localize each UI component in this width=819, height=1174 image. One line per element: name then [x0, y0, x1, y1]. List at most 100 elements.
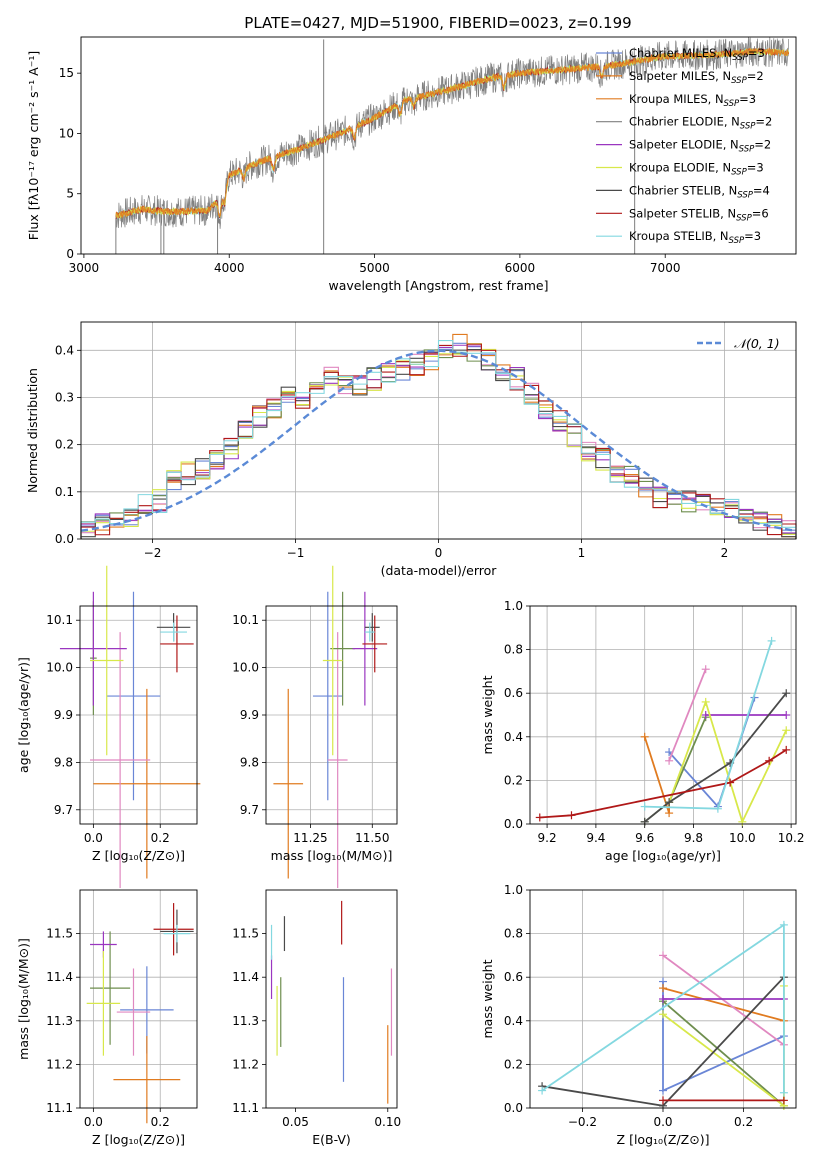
- errorbar-point: [364, 613, 380, 642]
- legend-label: Chabrier STELIB, N: [629, 183, 737, 197]
- weight-point-marker: [701, 697, 710, 706]
- weight-point-marker: [767, 636, 776, 645]
- legend-sub: SSP: [736, 213, 752, 223]
- y-tick-label: 10.0: [232, 661, 259, 675]
- x-tick-label: 5000: [359, 261, 390, 275]
- errorbar-point: [90, 565, 124, 756]
- panel-age-vs-mass: 11.25 11.50 9.7 9.8 9.9 10.0 10.1 mass [log₁₀(M…: [232, 565, 398, 888]
- y-tick-label: 0.6: [504, 686, 523, 700]
- x-tick-label: 11.50: [355, 831, 389, 845]
- x-tick-label: 0: [435, 546, 443, 560]
- y-tick-label: 9.8: [54, 755, 73, 769]
- axes-frame: [80, 36, 797, 255]
- x-tick-label: 9.8: [684, 831, 703, 845]
- errorbar-point: [90, 931, 131, 1045]
- errorbar-point: [93, 688, 201, 879]
- plot-area: [273, 565, 388, 888]
- y-axis-label: Normed distribution: [25, 368, 40, 493]
- plot-area: [270, 900, 393, 1104]
- x-tick-label: 0.10: [374, 1115, 401, 1129]
- legend-entry: Chabrier STELIB, NSSP=4: [629, 183, 770, 200]
- weight-series-line: [644, 640, 773, 810]
- weight-point-marker: [665, 798, 674, 807]
- y-tick-label: 0.8: [504, 643, 523, 657]
- x-axis-label: mass [log₁₀(M/M⊙)]: [271, 848, 393, 863]
- weight-point-marker: [538, 1086, 547, 1095]
- y-tick-label: 11.1: [232, 1101, 259, 1115]
- errorbar-point: [330, 591, 355, 706]
- errorbar-point: [59, 591, 127, 706]
- errorbar-point: [160, 622, 187, 642]
- panel-weight-vs-Z: −0.2 0.0 0.2 0.0 0.2 0.4 0.6 0.8 1.0 Z [log₁₀(Z/Z…: [480, 883, 797, 1147]
- y-axis-label: mass [log₁₀(M/M⊙)]: [16, 938, 31, 1060]
- legend-label: Salpeter ELODIE, N: [629, 138, 739, 152]
- errorbar-point: [160, 615, 194, 673]
- y-tick-label: 11.2: [232, 1057, 259, 1071]
- plot-area: [80, 333, 797, 539]
- x-tick-label: 11.25: [293, 831, 327, 845]
- errorbar-point: [153, 903, 194, 956]
- panel-residuals: −2 −1 0 1 2 0.0 0.1 0.2 0.3 0.4 (data-model)/error…: [25, 321, 797, 578]
- legend-label: Kroupa MILES, N: [629, 92, 724, 106]
- weight-point-marker: [659, 984, 667, 993]
- y-tick-label: 10: [59, 126, 74, 140]
- panel-mass-vs-EBV: 0.05 0.10 11.1 11.2 11.3 11.4 11.5 E(B-V): [232, 889, 401, 1147]
- errorbar-point: [352, 591, 378, 706]
- weight-point-marker: [640, 732, 649, 741]
- legend-entry: Kroupa STELIB, NSSP=3: [629, 229, 761, 246]
- x-axis-label: Z [log₁₀(Z/Z⊙)]: [92, 1132, 185, 1147]
- weight-point-marker: [765, 756, 774, 765]
- y-tick-label: 0.8: [504, 927, 523, 941]
- weight-point-marker: [713, 804, 722, 813]
- x-tick-label: −0.2: [568, 1115, 597, 1129]
- legend-sub: SSP: [732, 53, 748, 63]
- weight-series-line: [668, 699, 788, 825]
- errorbar-point: [273, 688, 304, 879]
- y-tick-label: 10.1: [232, 613, 259, 627]
- legend-entry: Salpeter MILES, NSSP=2: [629, 69, 764, 86]
- errorbar-point: [116, 968, 151, 1056]
- legend-sub: SSP: [731, 76, 747, 86]
- x-tick-label: 9.2: [538, 831, 557, 845]
- plot-area: [115, 37, 790, 254]
- legend-entry: Kroupa ELODIE, NSSP=3: [629, 161, 764, 178]
- legend-sub: SSP: [729, 236, 745, 246]
- weight-point-marker: [659, 995, 667, 1003]
- x-tick-label: 2: [721, 546, 729, 560]
- weight-point-marker: [701, 665, 710, 674]
- x-tick-label: 3000: [69, 261, 100, 275]
- y-tick-label: 10.0: [46, 661, 73, 675]
- y-tick-label: 9.7: [240, 803, 259, 817]
- legend-label: Kroupa STELIB, N: [629, 229, 729, 243]
- errorbar-point: [322, 565, 343, 756]
- weight-series-line: [668, 668, 707, 762]
- y-tick-label: 0.6: [504, 970, 523, 984]
- errorbar-point: [364, 622, 375, 642]
- axes-frame: [80, 321, 797, 540]
- legend-suffix: =2: [755, 115, 772, 129]
- legend-entry: Chabrier MILES, NSSP=3: [629, 46, 765, 63]
- legend-suffix: =3: [747, 161, 764, 175]
- y-tick-label: 11.5: [46, 927, 73, 941]
- weight-series-line: [662, 954, 785, 1046]
- weight-point-marker: [782, 726, 791, 735]
- y-tick-label: 0.4: [504, 730, 523, 744]
- y-tick-label: 0.4: [504, 1014, 523, 1028]
- x-tick-label: 0.2: [151, 831, 170, 845]
- legend-suffix: =6: [752, 206, 769, 220]
- x-tick-label: 0.2: [151, 1115, 170, 1129]
- x-tick-label: 4000: [214, 261, 245, 275]
- y-tick-label: 1.0: [504, 599, 523, 613]
- x-tick-label: 10.0: [729, 831, 756, 845]
- x-tick-label: 9.6: [635, 831, 654, 845]
- x-axis-label: age [log₁₀(age/yr)]: [605, 848, 721, 863]
- weight-point-marker: [659, 1010, 667, 1019]
- legend-suffix: =3: [739, 92, 756, 106]
- legend-label: Chabrier MILES, N: [629, 46, 732, 60]
- gridlines: [80, 890, 197, 1109]
- panel-mass-vs-Z: 0.0 0.2 11.1 11.2 11.3 11.4 11.5 Z [log₁₀(Z/Z⊙)…: [16, 889, 198, 1147]
- plot-area: [59, 565, 201, 888]
- x-tick-label: −1: [287, 546, 305, 560]
- y-tick-label: 9.9: [54, 708, 73, 722]
- x-tick-label: 9.4: [586, 831, 605, 845]
